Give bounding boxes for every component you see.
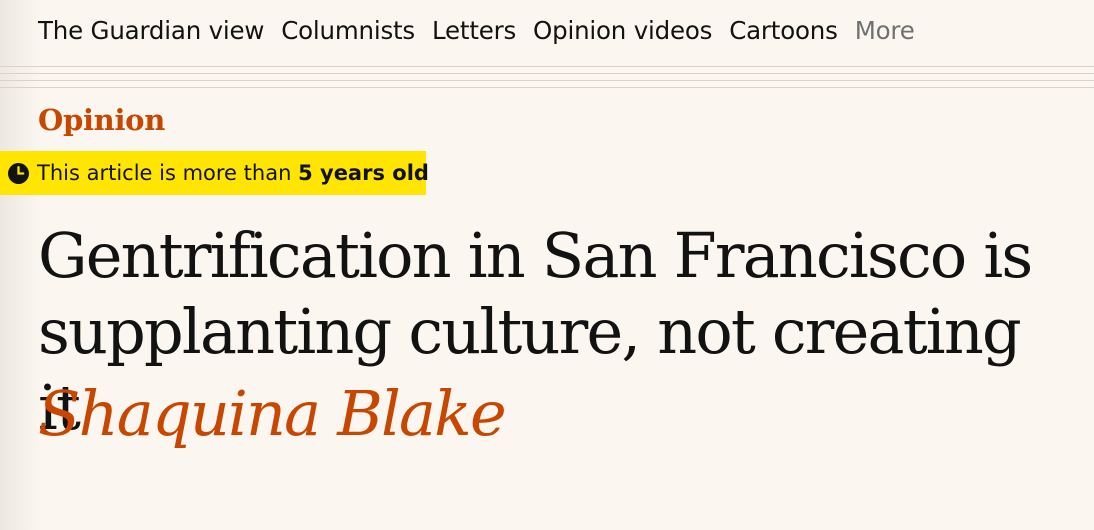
opinion-subnav: The Guardian view Columnists Letters Opi… (38, 14, 915, 48)
article-age-warning: This article is more than 5 years old (0, 151, 429, 195)
section-divider-rules (0, 66, 1094, 94)
subnav-item-opinion-videos[interactable]: Opinion videos (533, 16, 713, 45)
subnav-more-link[interactable]: More (854, 16, 915, 45)
article-headline: Gentrification in San Francisco is suppl… (38, 219, 1033, 444)
age-warning-text: This article is more than 5 years old (37, 161, 429, 185)
article-byline-author[interactable]: Shaquina Blake (38, 377, 507, 450)
section-label[interactable]: Opinion (38, 103, 165, 137)
subnav-item-guardian-view[interactable]: The Guardian view (38, 16, 265, 45)
subnav-item-columnists[interactable]: Columnists (281, 16, 416, 45)
subnav-item-letters[interactable]: Letters (432, 16, 517, 45)
subnav-item-cartoons[interactable]: Cartoons (729, 16, 838, 45)
age-warning-age: 5 years old (298, 161, 429, 185)
clock-icon (8, 162, 29, 184)
